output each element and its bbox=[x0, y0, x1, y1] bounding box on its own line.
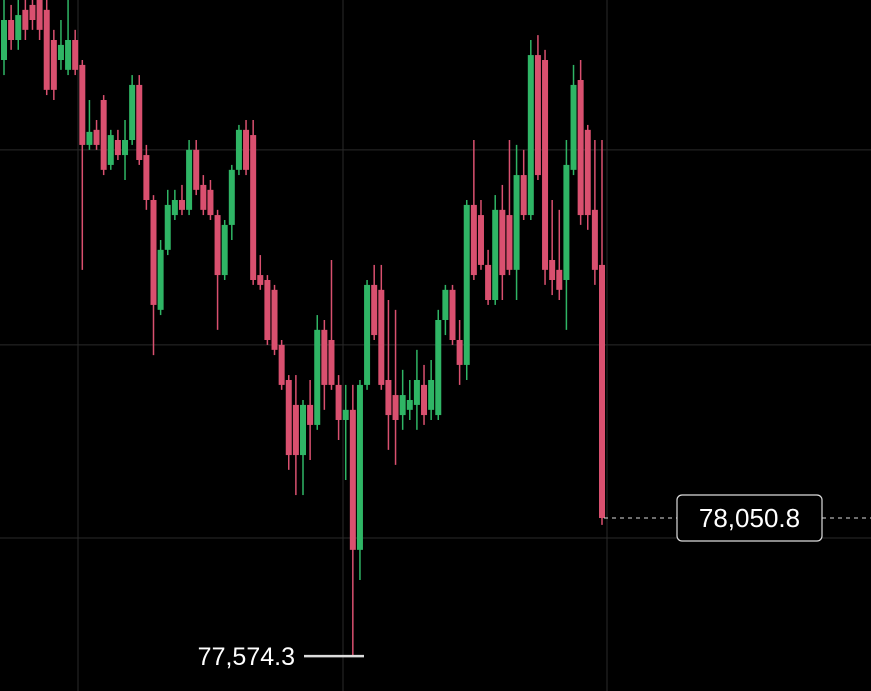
candle-body bbox=[584, 129, 591, 216]
candle-body bbox=[178, 199, 185, 210]
candle-body bbox=[50, 39, 57, 90]
candle-body bbox=[164, 204, 171, 250]
candle-body bbox=[107, 135, 114, 165]
low-price-label: 77,574.3 bbox=[198, 643, 295, 671]
last-price-label: 78,050.8 bbox=[699, 503, 800, 533]
candle-body bbox=[271, 289, 278, 350]
candle-body bbox=[413, 379, 420, 405]
candle-body bbox=[549, 259, 556, 280]
candle-body bbox=[499, 209, 506, 276]
candle-body bbox=[534, 55, 541, 176]
candle-body bbox=[171, 199, 178, 216]
candle-body bbox=[79, 64, 86, 145]
candle-body bbox=[577, 79, 584, 216]
candle-body bbox=[456, 339, 463, 365]
candle-body bbox=[93, 129, 100, 145]
candle-body bbox=[207, 189, 214, 216]
candle-body bbox=[57, 44, 64, 60]
candle-body bbox=[356, 384, 363, 550]
candle-body bbox=[314, 329, 321, 425]
candle-body bbox=[214, 215, 221, 276]
candle-body bbox=[235, 129, 242, 170]
candle-body bbox=[72, 39, 79, 70]
candle-body bbox=[563, 164, 570, 280]
candle-body bbox=[570, 84, 577, 170]
candle-body bbox=[378, 289, 385, 385]
candle-body bbox=[364, 284, 371, 385]
candle-body bbox=[100, 99, 107, 170]
candle-body bbox=[22, 9, 29, 30]
candle-body bbox=[278, 344, 285, 385]
candle-body bbox=[136, 84, 143, 160]
candle-body bbox=[243, 129, 250, 170]
candle-body bbox=[328, 339, 335, 385]
candle-body bbox=[335, 384, 342, 420]
candle-body bbox=[29, 4, 36, 20]
candle-body bbox=[65, 39, 72, 70]
candle-body bbox=[371, 284, 378, 336]
candle-body bbox=[15, 15, 22, 40]
candle-body bbox=[285, 379, 292, 456]
candle-body bbox=[392, 395, 399, 420]
candle-body bbox=[463, 204, 470, 365]
candle-body bbox=[307, 404, 314, 425]
candle-body bbox=[385, 379, 392, 416]
candle-body bbox=[428, 379, 435, 410]
candle-body bbox=[349, 409, 356, 550]
candle-body bbox=[506, 215, 513, 270]
candle-body bbox=[250, 135, 257, 280]
candle-body bbox=[527, 55, 534, 216]
candle-body bbox=[157, 249, 164, 310]
candle-body bbox=[143, 155, 150, 200]
candle-body bbox=[300, 404, 306, 456]
candle-body bbox=[43, 9, 50, 90]
candle-body bbox=[556, 269, 563, 290]
candle-body bbox=[399, 395, 406, 416]
candle-body bbox=[36, 0, 43, 30]
candle-body bbox=[129, 84, 136, 140]
candle-body bbox=[200, 184, 207, 210]
last-price-box bbox=[676, 494, 823, 542]
candle-body bbox=[150, 199, 157, 305]
candle-body bbox=[421, 384, 428, 416]
candle-body bbox=[114, 139, 121, 156]
candle-body bbox=[542, 59, 549, 270]
candle-body bbox=[591, 209, 598, 270]
candle-body bbox=[8, 19, 15, 40]
candle-body bbox=[292, 404, 299, 456]
candle-body bbox=[228, 169, 235, 225]
candle-body bbox=[449, 289, 456, 340]
candle-body bbox=[485, 264, 492, 300]
candle-body bbox=[492, 209, 499, 300]
candle-body bbox=[86, 131, 93, 145]
candle-body bbox=[264, 279, 271, 340]
candle-body bbox=[193, 149, 200, 190]
candle-body bbox=[221, 224, 228, 276]
candle-body bbox=[1, 19, 7, 60]
candle-body bbox=[321, 329, 328, 385]
candle-body bbox=[520, 175, 527, 216]
candle-body bbox=[122, 139, 129, 156]
candle-body bbox=[513, 175, 520, 270]
candle-body bbox=[442, 289, 449, 320]
candle-body bbox=[406, 399, 413, 410]
candle-body bbox=[477, 215, 484, 265]
candle-body bbox=[342, 409, 349, 420]
candle-body bbox=[470, 204, 477, 276]
candle-body bbox=[257, 275, 264, 285]
candle-body bbox=[599, 264, 605, 519]
candle-body bbox=[186, 149, 193, 210]
candle-body bbox=[435, 319, 442, 416]
